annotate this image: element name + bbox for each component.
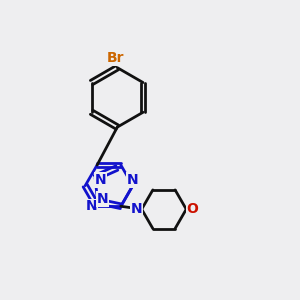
Text: N: N <box>86 199 98 213</box>
Text: N: N <box>95 173 106 187</box>
Text: O: O <box>186 202 198 216</box>
Text: N: N <box>126 173 138 187</box>
Text: Br: Br <box>107 51 124 65</box>
Text: N: N <box>130 202 142 216</box>
Text: N: N <box>97 192 109 206</box>
